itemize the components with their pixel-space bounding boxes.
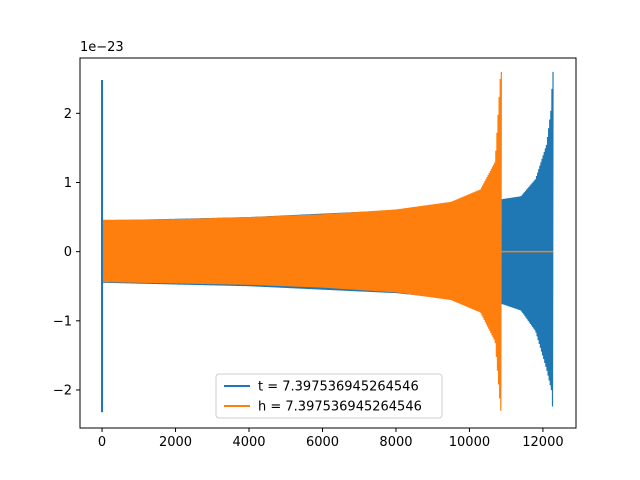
x-tick-label: 8000 [379,435,412,450]
x-tick-label: 2000 [159,435,192,450]
y-tick-label: 1 [64,176,72,191]
legend-label: h = 7.397536945264546 [258,400,422,415]
legend-label: t = 7.397536945264546 [258,380,419,395]
series-h-line [101,71,554,411]
series-oscillation [101,71,502,411]
y-tick-label: −1 [53,314,72,329]
x-tick-label: 10000 [449,435,490,450]
y-tick-label: 2 [64,107,72,122]
x-tick-label: 12000 [522,435,563,450]
axes-frame [79,57,577,429]
series-layer [101,71,554,413]
legend: t = 7.397536945264546 h = 7.3975369452645… [215,373,443,419]
y-tick-label: 0 [64,245,72,260]
legend-box [215,373,443,419]
x-tick-label: 0 [98,435,106,450]
y-axis-ticks: −2 −1 0 1 2 [53,107,80,398]
x-tick-label: 6000 [306,435,339,450]
y-tick-label: −2 [53,383,72,398]
x-tick-label: 4000 [232,435,265,450]
x-axis-ticks: 0 2000 4000 6000 8000 10000 12000 [98,428,564,450]
y-axis-offset-text: 1e−23 [80,40,124,55]
